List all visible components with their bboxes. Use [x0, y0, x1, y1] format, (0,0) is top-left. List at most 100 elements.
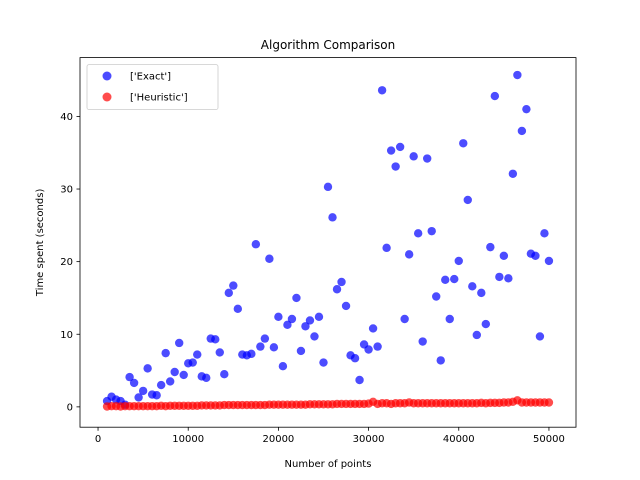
data-point-exact-66 — [400, 314, 409, 324]
data-point-exact-19 — [188, 358, 197, 367]
chart-title: Algorithm Comparison — [261, 38, 395, 52]
data-point-exact-38 — [274, 312, 283, 322]
y-tick-label-0: 0 — [67, 402, 73, 413]
data-point-exact-65 — [395, 142, 405, 152]
data-point-exact-67 — [404, 250, 414, 259]
data-point-exact-36 — [265, 254, 274, 263]
data-point-exact-91 — [513, 70, 522, 80]
data-point-exact-26 — [220, 369, 229, 379]
legend-marker-heuristic — [102, 92, 112, 102]
data-point-exact-60 — [373, 342, 382, 351]
data-point-exact-80 — [463, 195, 472, 205]
data-point-exact-89 — [504, 274, 513, 283]
data-point-exact-48 — [319, 358, 328, 367]
data-point-exact-15 — [170, 367, 179, 377]
x-tick-label-2: 20000 — [262, 434, 294, 445]
data-point-exact-79 — [459, 139, 468, 148]
legend-box — [86, 64, 219, 110]
y-axis-label: Time spent (seconds) — [35, 189, 46, 298]
x-tick-label-5: 50000 — [533, 434, 565, 445]
plot-area — [80, 57, 576, 428]
data-point-exact-17 — [179, 370, 188, 380]
data-point-exact-72 — [427, 226, 436, 236]
data-point-exact-46 — [310, 332, 319, 341]
data-point-exact-83 — [477, 288, 486, 298]
data-point-exact-51 — [332, 285, 342, 294]
data-point-exact-86 — [490, 91, 500, 101]
data-point-exact-29 — [233, 304, 243, 314]
data-point-exact-69 — [413, 229, 423, 238]
data-point-exact-49 — [323, 182, 333, 192]
data-point-exact-8 — [138, 386, 148, 396]
data-point-exact-56 — [355, 375, 364, 385]
data-point-exact-78 — [454, 256, 463, 266]
data-point-exact-47 — [314, 312, 324, 322]
legend-label-heuristic: ['Heuristic'] — [130, 93, 188, 104]
data-point-exact-68 — [409, 152, 418, 161]
data-point-exact-12 — [156, 380, 166, 390]
data-point-exact-40 — [283, 320, 292, 330]
data-point-exact-50 — [328, 213, 337, 222]
x-axis-label: Number of points — [285, 459, 372, 470]
data-point-exact-90 — [508, 169, 518, 178]
data-point-exact-20 — [193, 350, 202, 359]
points-layer — [102, 70, 554, 411]
y-tick-label-4: 40 — [60, 112, 73, 123]
data-point-exact-61 — [377, 86, 387, 95]
data-point-exact-35 — [260, 334, 270, 343]
data-point-exact-75 — [441, 275, 450, 284]
data-point-exact-88 — [499, 251, 509, 261]
data-point-exact-14 — [165, 377, 175, 386]
data-point-exact-96 — [535, 332, 545, 341]
data-point-exact-39 — [278, 362, 288, 371]
data-point-exact-33 — [251, 240, 261, 249]
data-point-exact-76 — [445, 314, 454, 324]
data-point-exact-52 — [337, 277, 346, 287]
data-point-exact-16 — [175, 338, 184, 348]
data-point-exact-9 — [143, 364, 152, 373]
plot-frame — [79, 57, 577, 428]
data-point-exact-45 — [305, 316, 315, 325]
data-point-exact-97 — [540, 229, 549, 238]
data-point-exact-92 — [517, 126, 527, 136]
data-point-exact-73 — [432, 292, 441, 301]
data-point-exact-22 — [202, 373, 211, 383]
y-tick-label-1: 10 — [60, 330, 73, 341]
legend: ['Exact'] ['Heuristic'] — [86, 64, 219, 110]
data-point-exact-6 — [129, 378, 139, 388]
data-point-exact-82 — [472, 330, 481, 340]
data-point-exact-34 — [256, 342, 265, 351]
data-point-exact-71 — [423, 154, 432, 163]
data-point-exact-87 — [495, 272, 504, 282]
data-point-exact-32 — [247, 349, 256, 359]
data-point-exact-81 — [468, 282, 477, 291]
legend-label-exact: ['Exact'] — [130, 72, 171, 83]
data-point-exact-62 — [382, 243, 391, 253]
y-tick-label-2: 20 — [60, 257, 73, 268]
data-point-exact-58 — [364, 345, 373, 354]
x-tick-label-3: 30000 — [353, 434, 385, 445]
legend-marker-exact — [102, 71, 112, 81]
data-point-exact-24 — [211, 335, 220, 344]
data-point-exact-63 — [386, 146, 396, 155]
x-tick-label-0: 0 — [95, 434, 101, 445]
data-point-exact-11 — [152, 391, 161, 400]
data-point-exact-5 — [125, 372, 134, 382]
data-point-exact-59 — [368, 324, 378, 333]
data-point-exact-55 — [350, 354, 360, 363]
data-point-exact-28 — [229, 281, 238, 290]
y-tick-label-3: 30 — [60, 185, 73, 196]
data-point-exact-27 — [224, 288, 233, 298]
data-point-exact-37 — [269, 343, 279, 352]
data-point-exact-95 — [531, 251, 540, 261]
data-point-exact-77 — [450, 274, 459, 284]
data-point-exact-53 — [341, 301, 351, 311]
data-point-heuristic-98 — [544, 398, 554, 407]
y-axis-ticks: 0 10 20 30 40 — [60, 112, 80, 413]
data-point-exact-7 — [134, 393, 143, 402]
x-tick-label-4: 40000 — [443, 434, 475, 445]
data-point-exact-42 — [292, 293, 301, 303]
data-point-exact-98 — [544, 256, 554, 266]
data-point-exact-43 — [296, 346, 306, 356]
